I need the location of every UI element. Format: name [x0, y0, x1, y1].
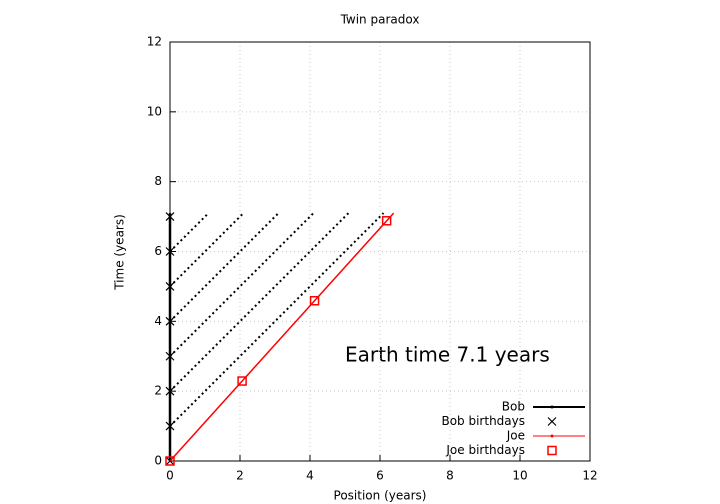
y-tick-label: 6	[154, 244, 162, 258]
x-tick-label: 10	[512, 469, 527, 483]
legend-swatch	[550, 434, 554, 438]
marker-cross	[165, 386, 175, 396]
series-line	[169, 212, 395, 462]
chart-title: Twin paradox	[340, 13, 420, 27]
x-tick-label: 6	[376, 469, 384, 483]
marker-cross	[165, 247, 175, 256]
marker-square	[309, 295, 320, 306]
y-tick-label: 10	[147, 104, 162, 118]
x-tick-label: 12	[582, 469, 597, 483]
y-tick-label: 0	[154, 454, 162, 468]
light-signal	[169, 212, 210, 253]
marker-cross	[165, 421, 175, 431]
marker-cross	[165, 351, 175, 361]
x-axis-label: Position (years)	[334, 489, 427, 503]
y-tick-label: 8	[154, 174, 162, 188]
legend-label: Joe birthdays	[445, 443, 525, 457]
x-tick-label: 4	[306, 469, 314, 483]
light-signal	[169, 212, 245, 288]
marker-square	[381, 216, 392, 226]
legend-label: Joe	[506, 429, 525, 443]
marker-square	[237, 376, 247, 386]
legend-swatch	[550, 405, 554, 409]
light-signal	[169, 212, 280, 323]
x-tick-label: 8	[446, 469, 454, 483]
light-signal	[169, 212, 385, 427]
legend-swatch	[547, 445, 557, 456]
legend-label: Bob	[502, 400, 525, 414]
marker-square	[165, 456, 175, 466]
marker-cross	[165, 281, 175, 291]
legend-label: Bob birthdays	[441, 414, 525, 428]
annotation: Earth time 7.1 years	[345, 343, 550, 367]
x-tick-label: 2	[236, 469, 244, 483]
x-tick-label: 0	[166, 469, 174, 483]
y-tick-label: 4	[154, 314, 162, 328]
light-signal	[169, 212, 315, 357]
marker-cross	[165, 316, 175, 326]
marker-cross	[165, 212, 175, 222]
legend-swatch	[547, 417, 557, 426]
y-tick-label: 12	[147, 35, 162, 49]
y-tick-label: 2	[154, 384, 162, 398]
light-signal	[169, 212, 350, 392]
y-axis-label: Time (years)	[113, 214, 127, 291]
